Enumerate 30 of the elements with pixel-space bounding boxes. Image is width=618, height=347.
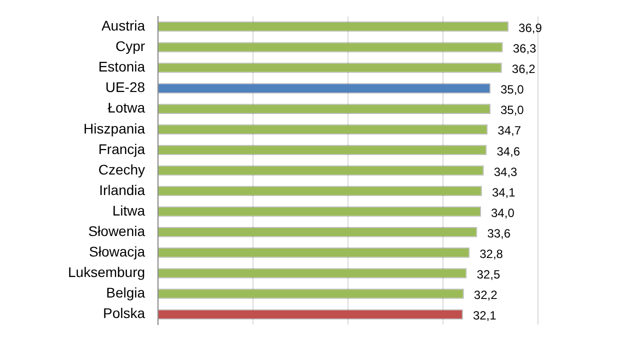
data-label: 35,0 — [500, 103, 524, 118]
data-label: 34,7 — [498, 124, 522, 138]
data-label: 36,9 — [518, 20, 542, 35]
data-label: 32,2 — [474, 288, 498, 302]
y-tick-label: Francja — [98, 140, 146, 157]
y-tick-label: Irlandia — [99, 182, 146, 198]
y-tick-label: Słowenia — [88, 223, 146, 239]
data-label: 34,0 — [491, 206, 515, 220]
y-tick-label: UE-28 — [105, 79, 146, 96]
y-tick-label: Polska — [103, 305, 146, 322]
y-tick-label: Czechy — [98, 161, 146, 178]
y-tick-label: Cypr — [115, 38, 146, 54]
data-label: 32,1 — [472, 308, 497, 323]
data-label: 35,0 — [500, 82, 524, 97]
data-label: 34,3 — [494, 164, 518, 179]
y-tick-label: Belgia — [106, 284, 146, 301]
y-tick-label: Estonia — [98, 58, 146, 75]
y-tick-label: Litwa — [112, 202, 146, 218]
data-label: 34,1 — [492, 185, 516, 200]
data-label: 32,5 — [476, 268, 500, 282]
data-label: 33,6 — [487, 226, 511, 240]
y-tick-label: Austria — [101, 18, 146, 34]
data-label: 36,2 — [512, 62, 536, 76]
data-label: 34,6 — [496, 144, 520, 158]
data-label: 32,8 — [480, 247, 504, 261]
y-tick-label: Słowacja — [89, 244, 146, 260]
y-tick-label: Hiszpania — [84, 120, 146, 136]
data-label: 36,3 — [512, 42, 537, 56]
y-tick-label: Łotwa — [108, 100, 146, 116]
y-tick-label: Luksemburg — [68, 264, 146, 280]
